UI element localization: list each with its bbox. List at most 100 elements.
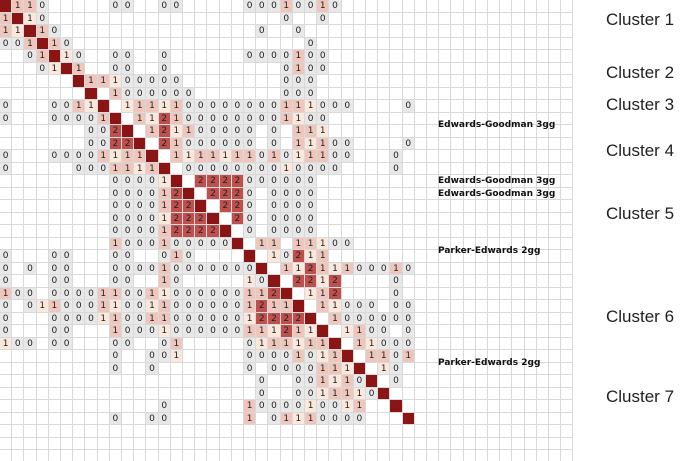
matrix-cell [500, 75, 513, 88]
matrix-cell [268, 425, 281, 438]
matrix-cell [281, 450, 293, 461]
matrix-cell [12, 125, 25, 138]
matrix-cell [244, 437, 257, 450]
matrix-cell [439, 125, 452, 138]
matrix-cell [500, 387, 513, 400]
matrix-cell [183, 187, 196, 200]
matrix-cell: 0 [61, 262, 74, 275]
matrix-cell: 0 [97, 162, 110, 175]
matrix-cell [427, 75, 440, 88]
matrix-cell [463, 250, 476, 263]
matrix-cell [427, 450, 440, 461]
matrix-cell [463, 312, 476, 325]
matrix-cell [24, 425, 37, 438]
matrix-cell: 1 [97, 312, 110, 325]
matrix-cell: 0 [305, 350, 318, 363]
matrix-cell [402, 12, 415, 25]
matrix-cell: 0 [280, 250, 293, 263]
matrix-cell: 0 [195, 312, 208, 325]
matrix-cell [48, 187, 61, 200]
matrix-cell [439, 112, 452, 125]
matrix-cell [36, 337, 49, 350]
matrix-cell [170, 387, 183, 400]
matrix-cell: 0 [244, 125, 257, 138]
matrix-cell [73, 200, 86, 213]
matrix-cell [329, 437, 342, 450]
matrix-cell [463, 0, 476, 13]
matrix-cell [414, 150, 427, 163]
matrix-cell [195, 375, 208, 388]
matrix-cell: 0 [256, 0, 269, 13]
matrix-cell: 0 [244, 50, 257, 63]
matrix-cell: 0 [122, 200, 135, 213]
matrix-cell [256, 125, 269, 138]
matrix-cell [36, 237, 49, 250]
matrix-cell: 0 [85, 312, 98, 325]
matrix-cell [402, 400, 415, 413]
matrix-cell: 0 [219, 162, 232, 175]
matrix-cell: 2 [170, 200, 183, 213]
matrix-cell [475, 237, 488, 250]
matrix-cell [85, 187, 98, 200]
matrix-cell [48, 412, 61, 425]
matrix-cell: 0 [85, 162, 98, 175]
matrix-cell [536, 150, 549, 163]
matrix-cell [439, 225, 452, 238]
matrix-cell [536, 325, 549, 338]
matrix-cell [195, 437, 208, 450]
matrix-cell [109, 112, 122, 125]
matrix-cell [414, 212, 427, 225]
matrix-cell [512, 400, 525, 413]
matrix-cell: 0 [268, 50, 281, 63]
matrix-cell [280, 387, 293, 400]
matrix-cell [439, 337, 452, 350]
matrix-cell [0, 175, 13, 188]
matrix-cell [488, 187, 501, 200]
matrix-cell [549, 325, 562, 338]
matrix-cell: 2 [170, 212, 183, 225]
matrix-cell [85, 325, 98, 338]
matrix-cell [414, 325, 427, 338]
matrix-cell [439, 362, 452, 375]
matrix-cell [244, 87, 257, 100]
matrix-cell: 0 [85, 300, 98, 313]
matrix-cell [451, 187, 464, 200]
matrix-cell: 0 [244, 262, 257, 275]
matrix-cell: 0 [353, 375, 366, 388]
matrix-cell [24, 125, 37, 138]
matrix-cell [268, 262, 281, 275]
matrix-cell [512, 175, 525, 188]
matrix-cell [414, 175, 427, 188]
matrix-cell [451, 25, 464, 38]
matrix-cell: 0 [183, 250, 196, 263]
matrix-cell [73, 387, 86, 400]
matrix-cell [85, 400, 98, 413]
matrix-cell [0, 0, 13, 13]
matrix-cell [256, 212, 269, 225]
matrix-cell [512, 325, 525, 338]
matrix-cell [561, 400, 574, 413]
matrix-cell [500, 450, 513, 461]
matrix-cell [414, 425, 427, 438]
matrix-cell [402, 200, 415, 213]
matrix-cell: 1 [183, 125, 196, 138]
matrix-cell [97, 0, 110, 13]
matrix-cell [134, 50, 147, 63]
matrix-cell: 2 [305, 275, 318, 288]
matrix-cell [48, 200, 61, 213]
matrix-cell [414, 387, 427, 400]
matrix-cell [280, 137, 293, 150]
matrix-cell [561, 375, 574, 388]
matrix-cell [231, 75, 244, 88]
matrix-cell [49, 450, 61, 461]
matrix-cell: 1 [280, 100, 293, 113]
matrix-cell [475, 375, 488, 388]
matrix-cell: 2 [195, 212, 208, 225]
matrix-cell [36, 175, 49, 188]
matrix-cell: 1 [317, 275, 330, 288]
matrix-cell [390, 75, 403, 88]
matrix-cell [122, 400, 135, 413]
matrix-cell [231, 50, 244, 63]
matrix-cell [292, 437, 305, 450]
matrix-cell [244, 425, 257, 438]
